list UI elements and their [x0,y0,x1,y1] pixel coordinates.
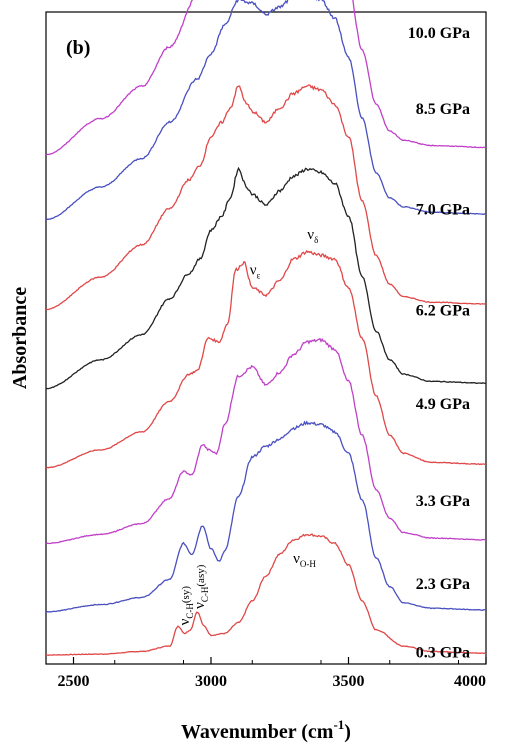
x-tick-label: 2500 [58,673,90,690]
x-tick-label: 3500 [333,673,365,690]
series-line-7-0-gpa [45,84,487,311]
x-axis-title-base: Wavenumber (cm [181,721,334,743]
series-label-3-3-gpa: 3.3 GPa [416,493,470,510]
series-layer [45,0,487,656]
series-line-10-0-gpa [45,0,487,156]
annotation-4: νδ [307,227,318,245]
annotation-subscript: δ [314,235,318,245]
series-line-8-5-gpa [45,0,487,221]
series-label-4-9-gpa: 4.9 GPa [416,396,470,413]
x-axis-title-close: ) [344,721,351,743]
series-line-4-9-gpa [45,249,487,469]
x-axis-title: Wavenumber (cm-1) [181,717,351,743]
series-label-0-3-gpa: 0.3 GPa [416,644,470,661]
series-label-7-0-gpa: 7.0 GPa [416,202,470,219]
panel-label: (b) [66,37,90,59]
annotation-3: νε [250,263,261,281]
x-axis-title-sup: -1 [333,717,344,732]
annotation-subscript: ε [257,271,261,281]
series-line-3-3-gpa [45,337,487,545]
annotation-symbol: ν [177,618,193,625]
annotation-symbol: ν [307,227,314,243]
series-line-2-3-gpa [45,420,487,613]
annotation-tail: (sy) [180,586,192,603]
series-label-layer: 0.3 GPa 2.3 GPa 3.3 GPa 4.9 GPa 6.2 GPa 7.0 G… [408,25,470,661]
annotation-tail: (asy) [195,564,207,586]
annotation-2: νO-H [293,551,316,569]
annotation-0: νC-H(sy) [177,586,195,626]
annotation-subscript: C-H [200,586,210,602]
series-label-10-0-gpa: 10.0 GPa [408,25,470,42]
series-label-6-2-gpa: 6.2 GPa [416,302,470,319]
annotation-symbol: ν [293,551,300,567]
annotation-subscript: O-H [300,559,316,569]
annotation-1: νC-H(asy) [192,564,210,609]
series-label-8-5-gpa: 8.5 GPa [416,101,470,118]
plot-frame [45,11,487,665]
annotation-symbol: ν [192,602,208,609]
y-axis-title: Absorbance [9,287,31,389]
series-line-6-2-gpa [45,166,487,390]
series-line-0-3-gpa [46,533,487,656]
x-tick-label: 4000 [454,673,486,690]
annotation-symbol: ν [250,263,257,279]
x-axis-ticks: 2500 3000 3500 4000 [45,657,487,690]
series-label-2-3-gpa: 2.3 GPa [416,576,470,593]
x-tick-label: 3000 [195,673,227,690]
annotation-subscript: C-H [185,603,195,619]
